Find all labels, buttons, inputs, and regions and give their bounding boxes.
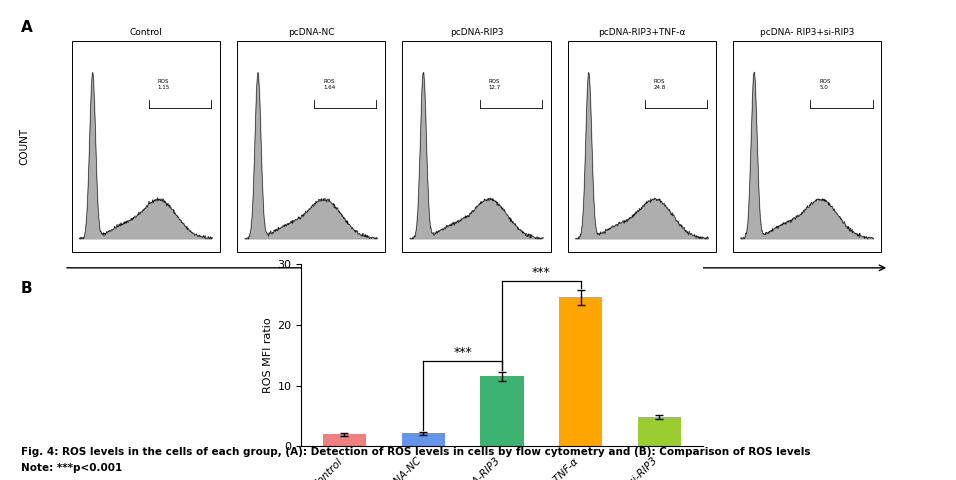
Text: pcDNA-NC: pcDNA-NC — [288, 28, 335, 37]
Text: Note: ***p<0.001: Note: ***p<0.001 — [21, 463, 122, 473]
Text: ROS
12.7: ROS 12.7 — [489, 79, 501, 90]
Text: B: B — [21, 281, 33, 296]
Polygon shape — [576, 72, 708, 239]
Bar — [323, 434, 366, 446]
Bar — [237, 41, 385, 252]
Text: ROS
1.64: ROS 1.64 — [323, 79, 336, 90]
Y-axis label: ROS MFI ratio: ROS MFI ratio — [263, 317, 273, 393]
Text: ***: *** — [532, 265, 551, 278]
Bar — [733, 41, 881, 252]
Text: pcDNA- RIP3+si-RIP3: pcDNA- RIP3+si-RIP3 — [760, 28, 855, 37]
Text: pcDNA-RIP3+TNF-α: pcDNA-RIP3+TNF-α — [598, 28, 685, 37]
Text: ROS: ROS — [465, 273, 489, 283]
Text: ROS
1.15: ROS 1.15 — [158, 79, 170, 90]
Bar — [480, 376, 524, 446]
Bar — [638, 417, 681, 446]
Polygon shape — [410, 72, 543, 239]
Text: pcDNA-RIP3: pcDNA-RIP3 — [450, 28, 503, 37]
Text: A: A — [21, 20, 33, 35]
Text: ROS
5.0: ROS 5.0 — [819, 79, 831, 90]
Bar — [402, 41, 551, 252]
Text: COUNT: COUNT — [19, 128, 29, 165]
Bar — [402, 433, 445, 446]
Text: Control: Control — [129, 28, 163, 37]
Polygon shape — [741, 72, 874, 239]
Polygon shape — [79, 72, 212, 239]
Text: Fig. 4: ROS levels in the cells of each group, (A): Detection of ROS levels in c: Fig. 4: ROS levels in the cells of each … — [21, 447, 811, 457]
Bar — [559, 298, 602, 446]
Bar — [72, 41, 220, 252]
Bar — [568, 41, 716, 252]
Polygon shape — [245, 72, 378, 239]
Text: ***: *** — [453, 346, 472, 359]
Text: ROS
24.8: ROS 24.8 — [654, 79, 666, 90]
